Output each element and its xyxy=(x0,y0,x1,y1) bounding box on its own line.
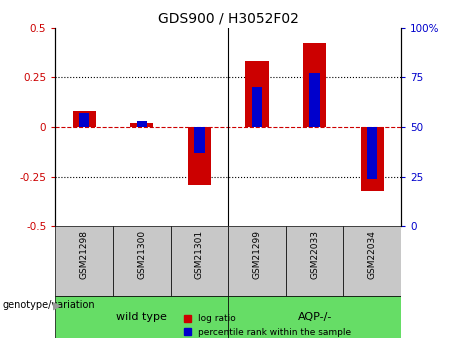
Bar xyxy=(55,226,113,296)
Bar xyxy=(113,226,171,296)
Text: AQP-/-: AQP-/- xyxy=(297,312,332,322)
Bar xyxy=(228,296,401,338)
Text: genotype/variation: genotype/variation xyxy=(2,300,95,310)
Title: GDS900 / H3052F02: GDS900 / H3052F02 xyxy=(158,11,299,25)
Bar xyxy=(194,127,205,153)
Bar xyxy=(367,127,378,179)
Text: GSM22033: GSM22033 xyxy=(310,230,319,279)
Text: wild type: wild type xyxy=(116,312,167,322)
Bar xyxy=(303,43,326,127)
Bar xyxy=(72,111,95,127)
Bar xyxy=(130,123,153,127)
Bar xyxy=(343,226,401,296)
Bar xyxy=(188,127,211,185)
Bar xyxy=(171,226,228,296)
Bar xyxy=(228,226,286,296)
Bar xyxy=(79,113,89,127)
Bar xyxy=(286,226,343,296)
Text: GSM21298: GSM21298 xyxy=(80,230,89,279)
Text: GSM21301: GSM21301 xyxy=(195,230,204,279)
Text: GSM21299: GSM21299 xyxy=(253,230,261,279)
Bar xyxy=(136,121,147,127)
Text: ▶: ▶ xyxy=(53,300,61,310)
Bar xyxy=(245,61,268,127)
Bar xyxy=(55,296,228,338)
Text: GSM22034: GSM22034 xyxy=(368,230,377,278)
Legend: log ratio, percentile rank within the sample: log ratio, percentile rank within the sa… xyxy=(180,311,355,341)
Text: GSM21300: GSM21300 xyxy=(137,230,146,279)
Bar xyxy=(309,73,320,127)
Bar xyxy=(252,87,262,127)
Bar xyxy=(361,127,384,190)
